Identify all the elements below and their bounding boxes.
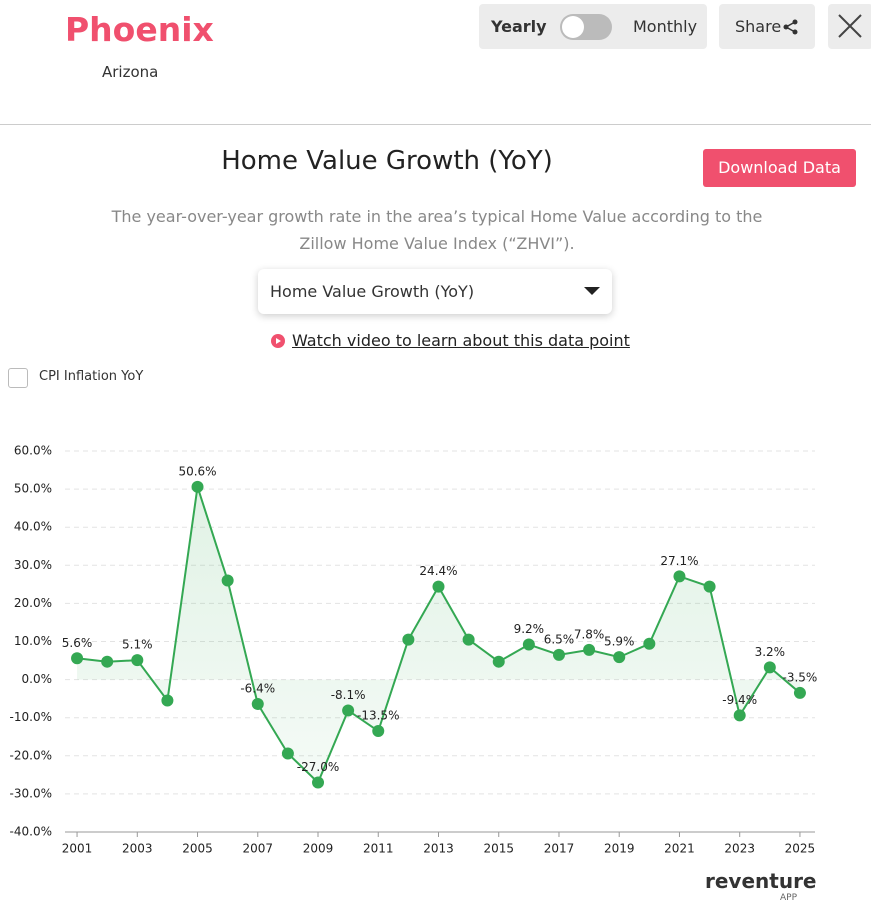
x-tick-label: 2011 xyxy=(363,842,394,856)
point xyxy=(372,725,385,738)
point xyxy=(191,480,204,493)
data-label: -3.5% xyxy=(783,670,818,684)
dropdown-label: Home Value Growth (YoY) xyxy=(270,282,475,301)
close-button[interactable] xyxy=(828,4,871,49)
point xyxy=(342,704,355,717)
data-label: 50.6% xyxy=(178,464,216,478)
y-tick-label: -40.0% xyxy=(10,825,52,839)
x-tick-label: 2003 xyxy=(122,842,153,856)
x-tick-label: 2015 xyxy=(483,842,514,856)
y-tick-label: 20.0% xyxy=(14,596,52,610)
x-tick-label: 2017 xyxy=(544,842,575,856)
point xyxy=(101,655,114,668)
dropdown-arrow xyxy=(584,287,600,295)
point xyxy=(402,633,415,646)
point xyxy=(643,637,656,650)
point xyxy=(312,776,325,789)
data-label: 7.8% xyxy=(574,627,605,641)
toggle-monthly[interactable]: Monthly xyxy=(633,17,698,36)
x-tick-label: 2009 xyxy=(303,842,334,856)
x-tick-label: 2021 xyxy=(664,842,695,856)
divider xyxy=(0,124,871,125)
area xyxy=(77,486,800,783)
y-tick-label: -30.0% xyxy=(10,786,52,800)
point xyxy=(763,661,776,674)
data-label: -27.0% xyxy=(297,760,339,774)
point xyxy=(221,574,234,587)
data-label: 24.4% xyxy=(419,564,457,578)
data-label: -8.1% xyxy=(331,688,366,702)
y-tick-label: 40.0% xyxy=(14,520,52,534)
y-tick-label: -20.0% xyxy=(10,748,52,762)
data-label: -9.4% xyxy=(722,693,757,707)
point xyxy=(251,697,264,710)
y-tick-label: 30.0% xyxy=(14,558,52,572)
x-tick-label: 2023 xyxy=(724,842,755,856)
point xyxy=(673,570,686,583)
data-label: 27.1% xyxy=(660,554,698,568)
data-label: 5.9% xyxy=(604,635,635,649)
point xyxy=(583,643,596,656)
point xyxy=(522,638,535,651)
data-label: -6.4% xyxy=(240,681,275,695)
data-label: 5.6% xyxy=(62,636,93,650)
x-tick-label: 2025 xyxy=(785,842,816,856)
point xyxy=(432,580,445,593)
data-label: 6.5% xyxy=(544,632,575,646)
close-icon xyxy=(838,14,862,38)
point xyxy=(462,633,475,646)
data-label: 3.2% xyxy=(755,645,786,659)
point xyxy=(161,694,174,707)
point xyxy=(552,648,565,661)
video-link[interactable]: Watch video to learn about this data poi… xyxy=(292,331,630,350)
chart: -40.0% -30.0% -20.0% -10.0% 0.0% 10.0% 20.0% 30… xyxy=(10,444,818,856)
switch[interactable] xyxy=(560,14,612,40)
point xyxy=(281,747,294,760)
y-tick-label: 60.0% xyxy=(14,444,52,458)
data-label: 5.1% xyxy=(122,638,153,652)
y-tick-label: 50.0% xyxy=(14,482,52,496)
share-label: Share xyxy=(735,17,782,36)
x-tick-label: 2013 xyxy=(423,842,454,856)
description: The year-over-year growth rate in the ar… xyxy=(111,207,763,253)
point xyxy=(492,655,505,668)
logo-sub: APP xyxy=(780,893,798,903)
point xyxy=(613,651,626,664)
point xyxy=(733,709,746,722)
point xyxy=(71,652,84,665)
checkbox[interactable] xyxy=(8,368,28,388)
share-button[interactable]: Share xyxy=(719,4,815,49)
dropdown[interactable]: Home Value Growth (YoY) xyxy=(258,269,612,314)
toggle-yearly[interactable]: Yearly xyxy=(491,17,547,36)
checkbox-label[interactable]: CPI Inflation YoY xyxy=(39,369,144,384)
point xyxy=(703,580,716,593)
logo: reventure xyxy=(705,869,817,893)
data-label: -13.5% xyxy=(357,709,399,723)
y-tick-label: 0.0% xyxy=(22,672,53,686)
y-tick-label: -10.0% xyxy=(10,710,52,724)
x-tick-label: 2007 xyxy=(242,842,273,856)
city: Phoenix xyxy=(65,10,214,49)
x-tick-label: 2019 xyxy=(604,842,635,856)
download-button[interactable]: Download Data xyxy=(703,149,856,187)
data-label: 9.2% xyxy=(514,622,545,636)
play-icon xyxy=(271,334,285,348)
point xyxy=(131,654,144,667)
y-tick-label: 10.0% xyxy=(14,634,52,648)
title: Home Value Growth (YoY) xyxy=(221,146,553,176)
point xyxy=(793,686,806,699)
toggle[interactable]: Yearly Monthly xyxy=(479,4,707,49)
x-tick-label: 2001 xyxy=(62,842,93,856)
state: Arizona xyxy=(102,63,159,81)
share-icon xyxy=(783,19,798,35)
x-tick-label: 2005 xyxy=(182,842,213,856)
